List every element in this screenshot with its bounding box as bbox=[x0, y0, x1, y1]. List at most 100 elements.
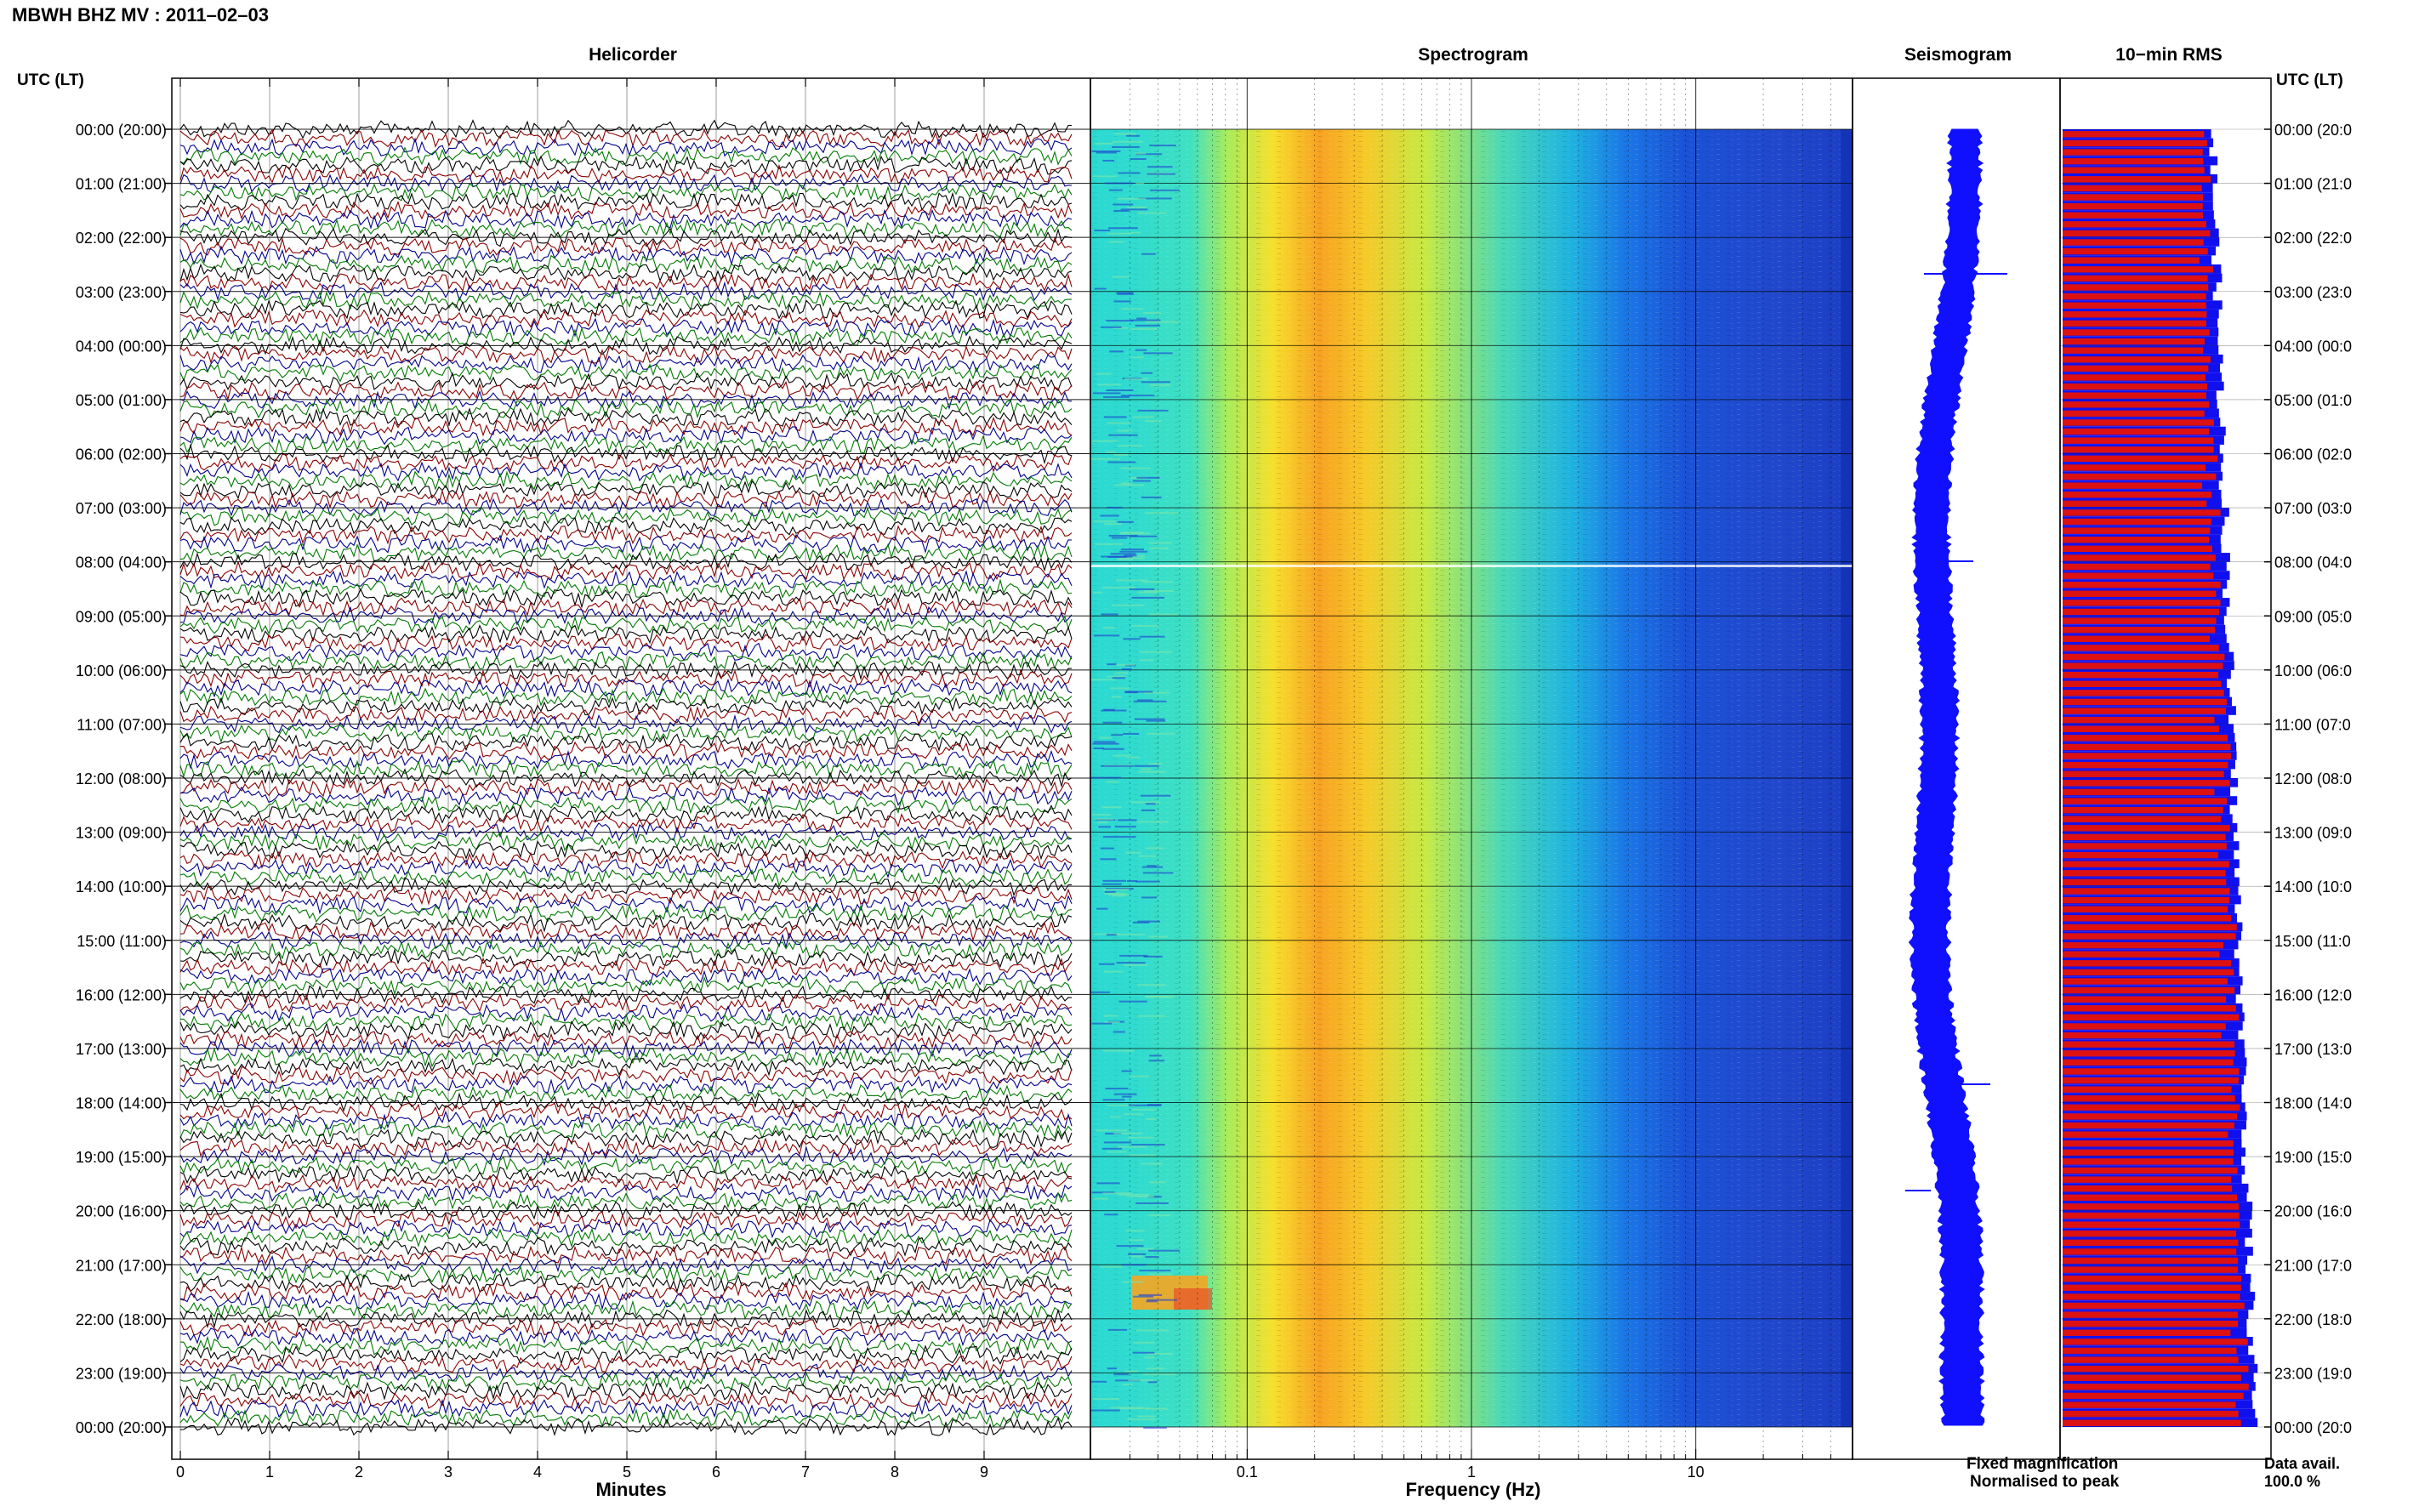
spectrogram-speckle bbox=[1111, 537, 1128, 539]
spectrogram-speckle bbox=[1142, 872, 1174, 874]
spectrogram-speckle bbox=[1106, 506, 1123, 509]
spectrogram-speckle bbox=[1128, 1136, 1154, 1139]
helicorder-trace bbox=[179, 1264, 1073, 1284]
helicorder-trace bbox=[179, 155, 1073, 175]
spectrogram-speckle bbox=[1137, 920, 1161, 923]
spectrogram-speckle bbox=[1106, 389, 1134, 391]
helicorder-trace bbox=[179, 163, 1073, 185]
helicorder-trace bbox=[179, 1145, 1073, 1167]
helicorder-trace bbox=[179, 1075, 1073, 1094]
spectrogram-speckle bbox=[1134, 765, 1159, 767]
spectrogram-speckle bbox=[1118, 557, 1145, 560]
time-label-right: 09:00 (05:0 bbox=[2274, 608, 2352, 625]
time-label-left: 02:00 (22:00) bbox=[76, 230, 167, 247]
spectrogram-speckle bbox=[1108, 241, 1125, 243]
helicorder-trace bbox=[179, 335, 1073, 355]
rms-bar-normalised bbox=[2063, 545, 2212, 553]
spectrogram-speckle bbox=[1101, 709, 1127, 712]
spectrogram-speckle bbox=[1093, 741, 1116, 743]
helicorder-trace bbox=[179, 128, 1073, 148]
spectrogram-speckle bbox=[1116, 1245, 1144, 1248]
rms-bar-normalised bbox=[2063, 608, 2219, 616]
helicorder-trace bbox=[179, 1137, 1073, 1157]
rms-bar-normalised bbox=[2063, 247, 2208, 255]
rms-bar-normalised bbox=[2063, 770, 2224, 777]
rms-bar-normalised bbox=[2063, 1221, 2240, 1228]
spectrogram-speckle bbox=[1130, 1255, 1143, 1258]
time-label-right: 05:00 (01:0 bbox=[2274, 392, 2352, 409]
spectrogram-speckle bbox=[1128, 1104, 1161, 1106]
spectrogram-speckle bbox=[1113, 1093, 1137, 1095]
helicorder-trace bbox=[179, 1164, 1073, 1185]
spectrogram-speckle bbox=[1141, 496, 1162, 498]
helicorder-trace bbox=[179, 389, 1073, 410]
spectrogram-speckle bbox=[1112, 895, 1125, 897]
spectrogram-speckle bbox=[1124, 1113, 1144, 1116]
spectrogram-speckle bbox=[1136, 349, 1147, 351]
helicorder-trace bbox=[179, 668, 1073, 689]
helicorder-trace bbox=[179, 624, 1073, 645]
rms-bar-normalised bbox=[2063, 202, 2203, 210]
spectrogram-speckle bbox=[1101, 326, 1122, 328]
spectrogram-speckle bbox=[1091, 1022, 1113, 1025]
time-label-right: 16:00 (12:0 bbox=[2274, 986, 2352, 1003]
rms-bar-normalised bbox=[2063, 239, 2204, 246]
seismogram-spikes bbox=[1905, 273, 2007, 1191]
spectrogram-speckle bbox=[1108, 434, 1138, 436]
spectrogram-speckle bbox=[1137, 770, 1166, 773]
helicorder-trace bbox=[179, 597, 1073, 617]
helicorder-frame bbox=[171, 77, 1091, 1460]
spectrogram-speckle bbox=[1101, 765, 1135, 767]
time-label-left: 19:00 (15:00) bbox=[76, 1149, 167, 1166]
spectrogram-speckle bbox=[1107, 555, 1127, 558]
helicorder-trace bbox=[179, 634, 1073, 652]
seismogram-panel bbox=[1852, 77, 2061, 1460]
spectrogram-speckle bbox=[1130, 1075, 1149, 1077]
legend-fixed-magnification: Fixed magnification bbox=[1967, 1455, 2118, 1473]
helicorder-trace bbox=[179, 1299, 1073, 1321]
spectrogram-speckle bbox=[1133, 921, 1150, 924]
time-label-right: 03:00 (23:0 bbox=[2274, 284, 2352, 301]
spectrogram-speckle bbox=[1129, 327, 1158, 330]
spectrogram-speckle bbox=[1106, 451, 1117, 453]
spectrogram-speckle bbox=[1090, 1409, 1120, 1412]
rms-bar-normalised bbox=[2063, 708, 2226, 714]
spectrogram-speckle bbox=[1123, 638, 1141, 640]
spectrogram-speckle bbox=[1097, 384, 1122, 386]
spectrogram-speckle bbox=[1113, 672, 1128, 674]
spectrogram-speckle bbox=[1102, 721, 1123, 724]
spectrogram-speckle bbox=[1104, 1214, 1118, 1216]
time-label-right: 13:00 (09:0 bbox=[2274, 825, 2352, 842]
spectrogram-speckle bbox=[1134, 718, 1165, 720]
spectrogram-speckle bbox=[1119, 1407, 1151, 1410]
helicorder-x-tick-label: 1 bbox=[265, 1464, 274, 1481]
spectrogram-speckle bbox=[1123, 963, 1147, 966]
spectrogram-speckle bbox=[1147, 1299, 1177, 1301]
rms-bar-normalised bbox=[2063, 329, 2210, 336]
rms-bar-normalised bbox=[2063, 392, 2206, 399]
helicorder-trace bbox=[179, 254, 1073, 275]
spectrogram-speckle bbox=[1121, 1095, 1132, 1098]
helicorder-trace bbox=[179, 354, 1073, 373]
rms-bar-normalised bbox=[2063, 743, 2231, 751]
rms-bar-normalised bbox=[2063, 806, 2223, 814]
spectrogram-speckle bbox=[1136, 476, 1160, 479]
rms-bar-normalised bbox=[2063, 833, 2226, 841]
rms-bar-normalised bbox=[2063, 194, 2203, 201]
spectrogram-speckle bbox=[1117, 1145, 1147, 1148]
spectrogram-speckle bbox=[1110, 687, 1130, 690]
helicorder-grid bbox=[172, 78, 1090, 1459]
spectrogram-speckle bbox=[1113, 453, 1129, 456]
spectrogram-speckle bbox=[1101, 613, 1118, 616]
time-label-left: 21:00 (17:00) bbox=[76, 1257, 167, 1274]
helicorder-x-tick-label: 3 bbox=[444, 1464, 452, 1481]
spectrogram-speckle bbox=[1135, 324, 1161, 327]
helicorder-trace bbox=[179, 516, 1073, 536]
helicorder-x-label: Minutes bbox=[595, 1479, 666, 1500]
rms-bar-normalised bbox=[2063, 347, 2204, 354]
spectrogram-speckle bbox=[1147, 1381, 1158, 1384]
spectrogram-speckle bbox=[1138, 197, 1172, 200]
spectrogram-speckle bbox=[1108, 535, 1138, 537]
helicorder-trace bbox=[179, 308, 1073, 329]
helicorder-trace bbox=[179, 1038, 1073, 1059]
